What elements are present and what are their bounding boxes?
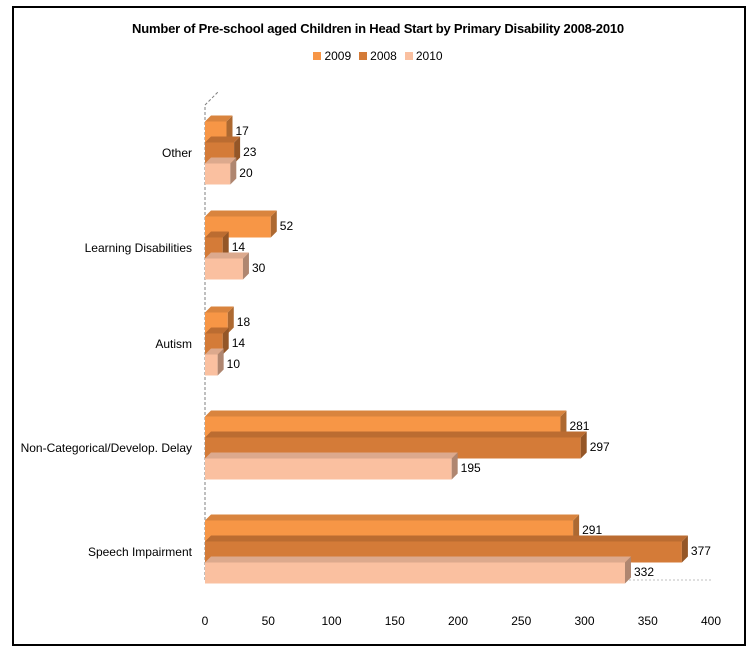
bar-end-face <box>227 306 234 334</box>
legend: 2009 2008 2010 <box>0 49 756 63</box>
bar-2010 <box>205 348 224 376</box>
chart-title: Number of Pre-school aged Children in He… <box>132 21 624 36</box>
x-tick-label: 300 <box>574 614 594 628</box>
bar-2008 <box>205 327 229 355</box>
bar-front <box>205 258 243 280</box>
category-label: Non-Categorical/Develop. Delay <box>21 441 192 455</box>
bar-top-face <box>205 348 224 355</box>
bar-end-face <box>560 410 567 438</box>
legend-swatch <box>313 52 322 60</box>
bar-front <box>205 163 231 185</box>
bar-end-face <box>573 514 580 542</box>
x-tick-label: 50 <box>262 614 276 628</box>
legend-item-2008: 2008 <box>359 49 397 63</box>
bar-top-face <box>205 535 688 542</box>
bar-top-face <box>205 115 233 122</box>
bar-top-face <box>205 252 249 259</box>
data-label: 14 <box>232 240 246 254</box>
x-tick-label: 100 <box>321 614 341 628</box>
legend-item-2010: 2010 <box>404 49 443 63</box>
bar-2010 <box>205 556 631 584</box>
category-label: Speech Impairment <box>88 545 193 559</box>
bar-end-face <box>580 431 587 459</box>
legend-swatch <box>359 52 368 60</box>
legend-item-2009: 2009 <box>313 49 351 63</box>
bar-end-face <box>234 136 241 164</box>
data-label: 14 <box>232 336 246 350</box>
bar-front <box>205 562 625 584</box>
legend-swatch <box>404 52 413 60</box>
bar-front <box>205 354 218 376</box>
bar-top-face <box>205 157 237 164</box>
x-tick-label: 250 <box>511 614 531 628</box>
category-label: Autism <box>155 337 192 351</box>
bar-end-face <box>624 556 631 584</box>
data-label: 23 <box>243 145 257 159</box>
x-tick-label: 400 <box>701 614 721 628</box>
data-label: 332 <box>634 565 654 579</box>
bar-end-face <box>230 157 237 185</box>
data-label: 52 <box>280 219 294 233</box>
bar-end-face <box>451 452 458 480</box>
data-label: 18 <box>237 315 251 329</box>
data-label: 291 <box>582 523 602 537</box>
bar-top-face <box>205 452 458 459</box>
bar-top-face <box>205 410 567 417</box>
data-label: 281 <box>569 419 589 433</box>
data-label: 17 <box>236 124 250 138</box>
bar-2010 <box>205 157 237 185</box>
bar-end-face <box>222 231 229 259</box>
legend-label: 2008 <box>370 49 397 63</box>
bar-2010 <box>205 252 249 280</box>
data-label: 297 <box>590 440 610 454</box>
bar-end-face <box>681 535 688 563</box>
bar-2010 <box>205 452 458 480</box>
x-tick-label: 350 <box>638 614 658 628</box>
bar-top-face <box>205 327 229 334</box>
bar-end-face <box>217 348 224 376</box>
axis-depth-line <box>204 91 219 106</box>
bar-top-face <box>205 136 241 143</box>
data-label: 30 <box>252 261 266 275</box>
x-tick-label: 0 <box>202 614 209 628</box>
bar-end-face <box>242 252 249 280</box>
bar-top-face <box>205 514 580 521</box>
bar-top-face <box>205 431 587 438</box>
legend-label: 2009 <box>324 49 352 63</box>
bar-top-face <box>205 556 631 563</box>
x-tick-label: 200 <box>448 614 468 628</box>
category-label: Other <box>162 146 192 160</box>
bar-top-face <box>205 306 234 313</box>
x-tick-label: 150 <box>385 614 405 628</box>
data-label: 10 <box>227 357 241 371</box>
data-label: 377 <box>691 544 711 558</box>
bar-top-face <box>205 210 277 217</box>
category-label: Learning Disabilities <box>85 241 192 255</box>
bar-end-face <box>270 210 277 238</box>
data-label: 195 <box>461 461 481 475</box>
data-label: 20 <box>239 166 253 180</box>
legend-label: 2010 <box>415 49 443 63</box>
bar-front <box>205 458 452 480</box>
bar-end-face <box>222 327 229 355</box>
bar-top-face <box>205 231 229 238</box>
bar-end-face <box>226 115 233 143</box>
